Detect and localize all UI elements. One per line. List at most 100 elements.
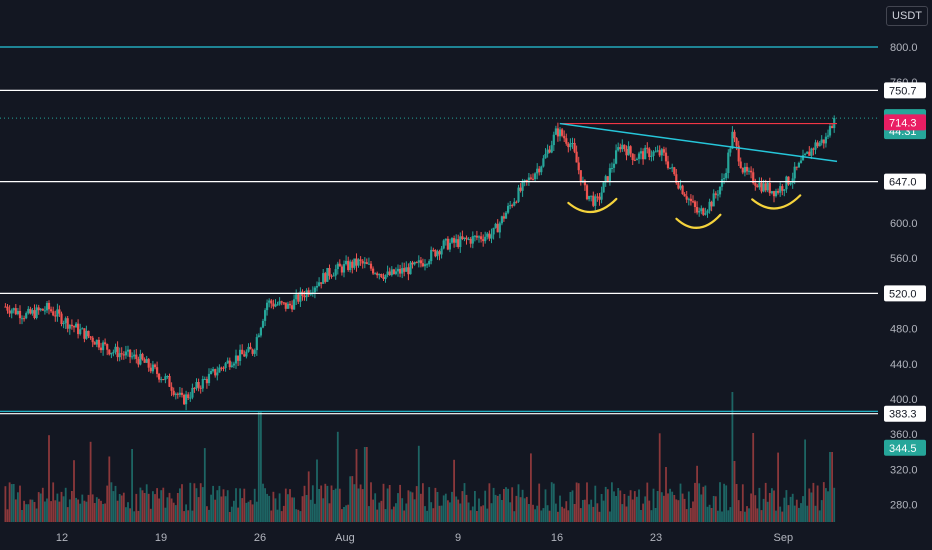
volume-bar	[179, 488, 181, 522]
candle-body	[696, 207, 699, 213]
volume-bar	[798, 507, 800, 522]
volume-bar	[625, 506, 628, 522]
volume-bar	[656, 491, 659, 522]
volume-bar	[14, 499, 17, 522]
yellow-smile-annotation[interactable]	[751, 194, 802, 210]
volume-bar	[12, 484, 15, 522]
volume-bar	[557, 511, 559, 522]
volume-bar	[243, 488, 246, 522]
volume-bar	[68, 499, 71, 522]
candle-body	[502, 216, 505, 219]
volume-bar	[189, 482, 192, 522]
candle-body	[230, 365, 233, 368]
candle-body	[160, 379, 163, 381]
volume-bar	[39, 493, 42, 522]
volume-bar	[710, 508, 713, 522]
currency-badge[interactable]: USDT	[886, 6, 928, 26]
volume-bar	[343, 507, 345, 522]
volume-bar	[449, 502, 451, 522]
candle-body	[143, 359, 146, 363]
yellow-smile-annotation[interactable]	[567, 197, 618, 214]
candle-body	[274, 304, 277, 307]
candle-body	[315, 286, 319, 288]
volume-bar	[98, 498, 100, 522]
candle-body	[156, 367, 159, 374]
candle-body	[486, 233, 489, 237]
candle-body	[723, 178, 726, 180]
candle-body	[359, 259, 362, 261]
volume-bar	[764, 482, 767, 522]
price-axis[interactable]: 800.0760.0647.0600.0560.0520.0480.0440.0…	[884, 42, 926, 512]
candle-body	[284, 302, 287, 309]
volume-bar	[93, 503, 96, 522]
trendline[interactable]	[559, 122, 838, 163]
volume-bar	[199, 483, 202, 522]
volume-bar	[287, 494, 289, 522]
candle-body	[683, 194, 686, 197]
volume-bar	[704, 485, 707, 522]
candle-body	[85, 330, 88, 339]
candle-body	[237, 355, 240, 361]
candle-body	[91, 337, 94, 343]
volume-bar	[793, 505, 796, 522]
candle-body	[639, 151, 643, 154]
volume-bar	[50, 501, 52, 522]
candlesticks	[4, 115, 836, 411]
volume-bar	[488, 483, 491, 522]
volume-bar	[480, 506, 482, 522]
volume-bar	[561, 506, 563, 522]
volume-bar	[825, 488, 827, 522]
volume-bar	[644, 496, 647, 522]
volume-bar	[511, 487, 514, 522]
time-tick-label: Sep	[774, 532, 794, 544]
volume-bar	[208, 509, 210, 522]
candle-body	[471, 236, 474, 244]
candle-body	[679, 185, 682, 189]
volume-bar	[640, 510, 642, 522]
volume-bar	[152, 491, 154, 522]
candle-body	[446, 238, 449, 250]
volume-bar	[652, 488, 655, 522]
volume-bar	[540, 510, 543, 522]
volume-bar	[492, 487, 495, 522]
volume-bar	[490, 503, 493, 522]
volume-bar	[191, 510, 194, 522]
candle-body	[108, 349, 111, 355]
candle-body	[384, 274, 387, 280]
volume-bar	[714, 496, 717, 522]
candle-body	[139, 353, 142, 365]
candle-body	[54, 315, 57, 317]
price-tick-label: 600.0	[890, 218, 918, 230]
volume-bar	[44, 501, 46, 522]
candle-body	[224, 363, 227, 369]
candle-body	[666, 161, 670, 169]
candle-body	[706, 210, 709, 214]
volume-bar	[694, 482, 696, 522]
volume-bar	[654, 508, 657, 522]
volume-bar	[395, 503, 397, 522]
yellow-smile-annotation[interactable]	[675, 213, 722, 229]
candle-body	[644, 147, 647, 160]
volume-bar	[380, 500, 383, 522]
volume-bar	[378, 502, 381, 522]
candle-body	[141, 353, 144, 360]
volume-bar	[650, 510, 653, 522]
candle-body	[669, 167, 672, 169]
volume-bar	[233, 500, 235, 522]
candle-body	[542, 158, 545, 167]
volume-bar	[827, 491, 829, 522]
candle-body	[509, 205, 512, 207]
volume-bar	[145, 484, 148, 522]
candle-body	[392, 269, 395, 274]
time-axis[interactable]: 12 19 26 Aug 9 16 23 Sep	[56, 532, 793, 544]
candle-body	[4, 306, 7, 308]
volume-bar	[719, 482, 721, 522]
volume-bar	[777, 452, 779, 522]
volume-bar	[646, 482, 649, 522]
volume-bar	[636, 496, 638, 522]
volume-bar	[611, 482, 613, 522]
candle-body	[286, 303, 289, 309]
